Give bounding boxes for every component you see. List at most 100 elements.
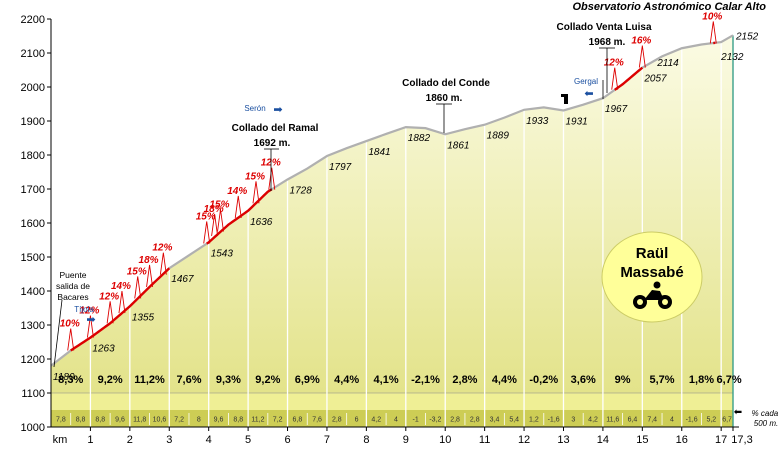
x-tick-label: 1 (87, 434, 93, 446)
peak-gradient-label: 15% (245, 171, 265, 182)
peak-gradient-label: 14% (227, 186, 247, 197)
seron-arrow-icon: ➡ (273, 104, 282, 116)
peak-gradient-label: 14% (111, 281, 131, 292)
author-first-name: Raül (636, 245, 669, 262)
tijola-arrow-icon: ➡ (86, 314, 95, 326)
y-tick-label: 1300 (21, 320, 45, 332)
half-km-gradient-label: 4,2 (371, 417, 381, 424)
y-tick-label: 1700 (21, 184, 45, 196)
y-tick-label: 2200 (21, 14, 45, 26)
peak-gradient-label: 10% (702, 11, 722, 22)
peak-pointer (612, 68, 618, 90)
peak-gradient-label: 12% (99, 291, 119, 302)
half-km-gradient-label: -1,6 (548, 417, 560, 424)
venta-name: Collado Venta Luisa (556, 22, 651, 33)
x-tick-label: 10 (439, 434, 451, 446)
half-km-gradient-label: 6,4 (628, 417, 638, 424)
half-km-gradient-label: 8,8 (76, 417, 86, 424)
y-tick-label: 2000 (21, 82, 45, 94)
annotation-gergal: Gergal ⬅ (574, 77, 603, 100)
km-gradient-label: 5,7% (650, 374, 675, 386)
half-km-gradient-label: 7,2 (273, 417, 283, 424)
km-altitude-label: 1967 (605, 104, 628, 115)
half-km-gradient-label: 8,8 (233, 417, 243, 424)
half-km-gradient-label: 5,4 (509, 417, 519, 424)
km-gradient-label: 11,2% (134, 374, 165, 386)
km-gradient-label: 9,2% (98, 374, 123, 386)
peak-gradient-label: 15% (127, 266, 147, 277)
km-altitude-label: 1355 (132, 312, 155, 323)
gergal-label: Gergal (574, 77, 598, 86)
y-tick-label: 1200 (21, 354, 45, 366)
half-km-gradient-label: 6 (355, 417, 359, 424)
km-gradient-label: 8,3% (58, 374, 83, 386)
km-altitude-label: 1931 (565, 116, 587, 127)
km-gradient-label: -2,1% (411, 374, 440, 386)
half-km-gradient-label: 8 (197, 417, 201, 424)
half-km-gradient-label: 6,8 (293, 417, 303, 424)
km-altitude-label: 1263 (92, 344, 115, 355)
half-km-gradient-label: 10,6 (153, 417, 167, 424)
puente-label-line: salida de (56, 281, 90, 291)
km-altitude-label: 1861 (447, 140, 469, 151)
peak-gradient-label: 16% (631, 36, 651, 47)
annotation-conde: Collado del Conde 1860 m. (402, 78, 490, 133)
conde-altitude: 1860 m. (426, 93, 463, 104)
half-km-gradient-label: 9,6 (214, 417, 224, 424)
x-tick-label: 5 (245, 434, 251, 446)
km-altitude-label: 1797 (329, 162, 352, 173)
x-tick-label: 6 (284, 434, 290, 446)
y-tick-label: 1500 (21, 252, 45, 264)
tijola-label: Tíjola (74, 305, 94, 314)
half-km-gradient-label: 2,8 (470, 417, 480, 424)
x-tick-label: 8 (363, 434, 369, 446)
km-gradient-label: 9% (615, 374, 631, 386)
half-km-gradient-label: 6,7 (722, 417, 732, 424)
km-gradient-label: 9,2% (255, 374, 280, 386)
peak-pointer (68, 329, 74, 351)
x-axis-label: km (53, 434, 68, 446)
y-tick-label: 1100 (21, 388, 45, 400)
x-tick-label: 12 (518, 434, 530, 446)
y-tick-label: 1000 (21, 422, 45, 434)
legend-text: % cada 500 m. (752, 409, 780, 428)
km-altitude-label: 2152 (735, 31, 759, 42)
peak-pointer (147, 265, 153, 287)
peak-pointer (269, 168, 275, 190)
peak-pointer (639, 46, 645, 68)
x-tick-label: 15 (636, 434, 648, 446)
band-background (51, 393, 733, 410)
x-tick-label: 11 (479, 434, 490, 446)
km-altitude-label: 1467 (171, 274, 194, 285)
peak-gradient-label: 10% (60, 319, 80, 330)
half-km-gradient-label: 11,2 (251, 417, 264, 424)
km-gradient-label: 9,3% (216, 374, 241, 386)
peak-pointer (710, 21, 716, 43)
half-km-gradient-label: 7,8 (56, 417, 66, 424)
peak-pointer (135, 276, 141, 298)
peak-pointer (107, 301, 113, 323)
peak-gradient-label: 18% (139, 255, 159, 266)
author-badge: Raül Massabé (602, 232, 702, 322)
x-tick-label: 14 (597, 434, 609, 446)
km-gradient-label: 4,1% (374, 374, 399, 386)
ramal-altitude: 1692 m. (254, 138, 291, 149)
gergal-arrow-icon: ⬅ (584, 88, 593, 100)
x-tick-label: 3 (166, 434, 172, 446)
x-tick-label: 16 (676, 434, 688, 446)
chart-title: Observatorio Astronómico Calar Alto (572, 1, 766, 13)
peak-gradient-label: 12% (152, 243, 172, 254)
x-tick-label: 7 (324, 434, 330, 446)
half-km-gradient-label: 4 (394, 417, 398, 424)
half-km-gradient-label: 4,2 (588, 417, 598, 424)
x-tick-label: 13 (557, 434, 569, 446)
km-gradient-label: -0,2% (529, 374, 558, 386)
half-km-gradient-label: -3,2 (429, 417, 441, 424)
x-tick-label: 17 (715, 434, 727, 446)
peak-pointer (204, 221, 210, 243)
half-km-gradient-label: 1,2 (529, 417, 539, 424)
half-km-gradient-label: -1,6 (686, 417, 698, 424)
